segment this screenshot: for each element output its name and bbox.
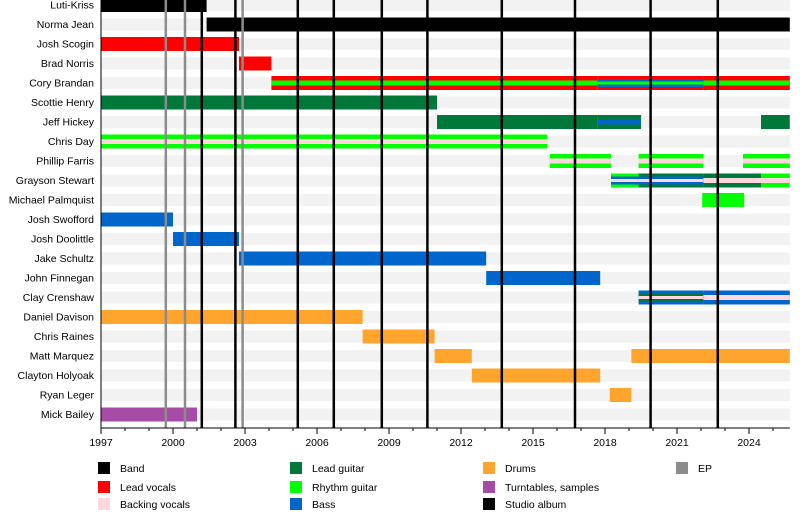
bar-segment	[173, 232, 239, 246]
bar-segment	[597, 119, 641, 125]
member-label: Grayson Stewart	[16, 175, 94, 187]
legend-swatch	[676, 462, 688, 474]
member-label: Phillip Farris	[36, 156, 94, 168]
bar-segment	[239, 56, 272, 71]
row-band	[101, 155, 790, 167]
legend-label: Bass	[312, 499, 335, 511]
bar-segment	[101, 37, 239, 51]
member-label: Matt Marquez	[30, 351, 94, 363]
bar-segment	[271, 80, 598, 86]
bar-segment	[743, 158, 790, 164]
legend-label: Studio album	[505, 499, 567, 511]
member-label: Clayton Holyoak	[18, 370, 95, 382]
row-band	[101, 0, 790, 11]
row-band	[101, 389, 790, 401]
member-label: Jeff Hickey	[43, 117, 95, 129]
legend-swatch	[98, 462, 110, 474]
legend-swatch	[98, 481, 110, 493]
legend-swatch	[290, 481, 302, 493]
bar-segment	[437, 115, 598, 129]
x-tick-label: 2009	[377, 437, 401, 449]
x-tick-label: 2012	[449, 437, 473, 449]
bar-segment	[638, 158, 704, 164]
legend-label: EP	[698, 463, 712, 475]
bar-segment	[638, 179, 704, 182]
bar-segment	[101, 139, 548, 144]
member-label: Luti-Kriss	[50, 0, 94, 12]
bar-segment	[631, 349, 790, 363]
legend-label: Lead vocals	[120, 482, 176, 494]
member-label: Mick Bailey	[41, 409, 95, 421]
bar-segment	[101, 310, 363, 324]
member-label: Josh Doolittle	[31, 234, 94, 246]
bar-segment	[638, 296, 704, 299]
member-label: Brad Norris	[41, 58, 94, 70]
bar-segment	[239, 251, 487, 266]
bar-segment	[206, 17, 790, 32]
bar-segment	[101, 0, 207, 12]
bar-segment	[101, 95, 437, 110]
legend-label: Rhythm guitar	[312, 482, 378, 494]
member-label: Jake Schultz	[34, 253, 94, 265]
bar-segment	[703, 80, 790, 86]
x-tick-label: 2021	[665, 437, 689, 449]
bar-segment	[609, 388, 632, 402]
bar-segment	[471, 368, 601, 383]
bar-segment	[761, 178, 790, 183]
member-label: Scottie Henry	[31, 97, 95, 109]
legend-swatch	[483, 462, 495, 474]
legend-label: Turntables, samples	[505, 482, 599, 494]
x-tick-label: 2000	[161, 437, 185, 449]
member-label: John Finnegan	[25, 273, 95, 285]
bar-segment	[611, 179, 639, 182]
x-tick-label: 1997	[89, 437, 113, 449]
member-label: Ryan Leger	[40, 390, 95, 402]
bar-segment	[101, 407, 197, 422]
legend-label: Lead guitar	[312, 463, 365, 475]
member-label: Daniel Davison	[23, 312, 94, 324]
bar-segment	[549, 158, 611, 164]
x-tick-label: 2015	[521, 437, 545, 449]
legend-swatch	[290, 462, 302, 474]
legend-swatch	[483, 498, 495, 510]
x-tick-label: 2003	[233, 437, 257, 449]
member-label: Norma Jean	[37, 19, 94, 31]
bar-segment	[761, 115, 790, 129]
member-label: Clay Crenshaw	[23, 292, 95, 304]
member-label: Josh Swofford	[28, 214, 95, 226]
member-label: Michael Palmquist	[9, 195, 94, 207]
bar-segment	[703, 178, 761, 183]
row-band	[101, 330, 790, 343]
legend-label: Band	[120, 463, 145, 475]
legend-swatch	[290, 498, 302, 510]
x-tick-label: 2024	[737, 437, 761, 449]
bar-segment	[362, 329, 435, 344]
row-band	[101, 57, 790, 70]
member-label: Cory Brandan	[29, 78, 94, 90]
x-tick-label: 2006	[305, 437, 329, 449]
legend-swatch	[98, 498, 110, 510]
row-band	[101, 213, 790, 226]
row-band	[101, 272, 790, 284]
bar-segment	[486, 271, 601, 285]
x-tick-label: 2018	[593, 437, 617, 449]
member-label: Chris Day	[48, 136, 95, 148]
bar-segment	[702, 193, 745, 207]
bar-segment	[703, 295, 790, 300]
bar-segment	[101, 212, 173, 227]
row-band	[101, 233, 790, 245]
bar-segment	[434, 349, 472, 363]
row-band	[101, 369, 790, 382]
legend-label: Drums	[505, 463, 536, 475]
row-band	[101, 194, 790, 206]
legend-label: Backing vocals	[120, 499, 190, 511]
legend-swatch	[483, 481, 495, 493]
member-label: Chris Raines	[34, 331, 94, 343]
row-band	[101, 291, 790, 304]
row-band	[101, 408, 790, 421]
member-label: Josh Scogin	[37, 39, 94, 51]
row-band	[101, 38, 790, 50]
